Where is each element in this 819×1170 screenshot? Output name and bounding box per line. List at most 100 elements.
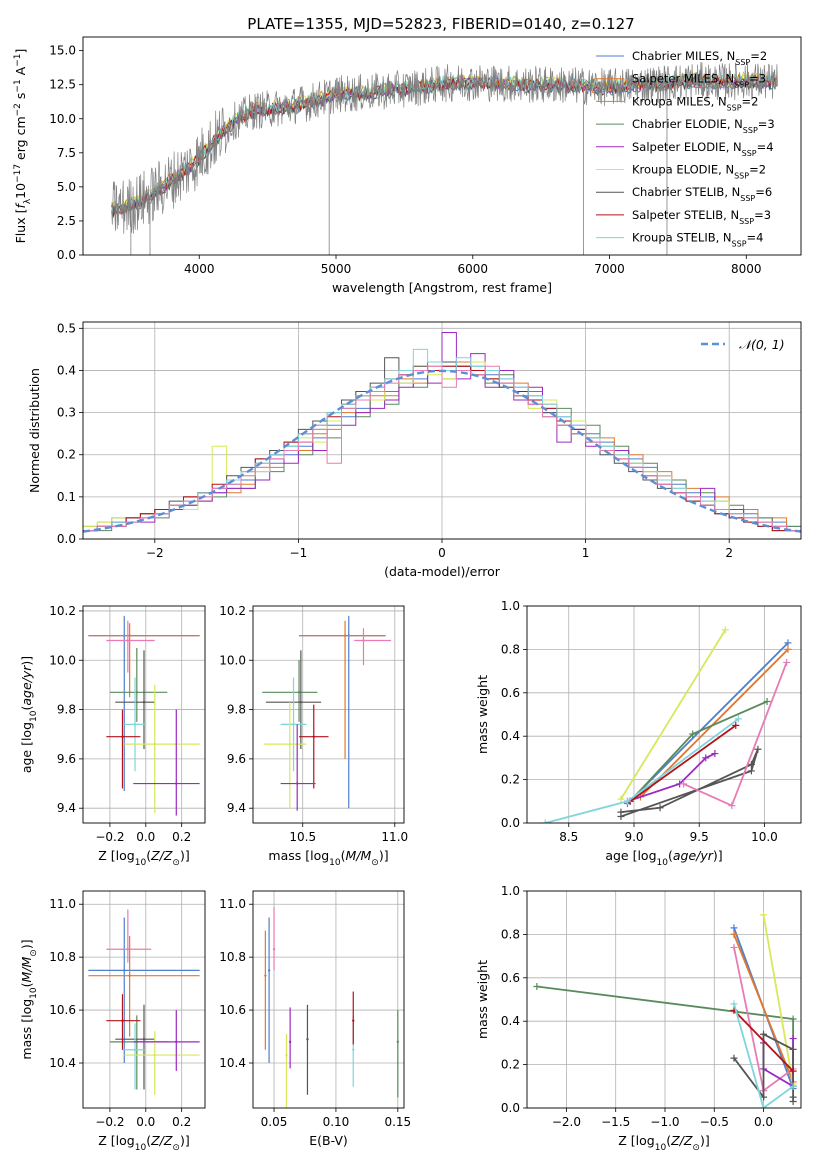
plot-area — [88, 615, 200, 816]
y-axis-label: mass weight — [475, 675, 490, 754]
data-point — [396, 1040, 400, 1044]
y-tick-label: 0.2 — [501, 773, 520, 787]
y-tick-label: 0.3 — [57, 406, 76, 420]
weight-line — [733, 934, 794, 1083]
data-point — [299, 700, 303, 704]
legend-label: Kroupa MILES, NSSP=2 — [632, 94, 758, 112]
plot-area — [83, 332, 801, 539]
x-axis-label: mass [log10(M/M⊙)] — [268, 848, 388, 868]
data-point — [133, 1048, 137, 1051]
x-tick-label: 9.0 — [624, 830, 643, 844]
x-tick-label: 0.0 — [136, 830, 155, 844]
x-tick-label: 7000 — [594, 262, 625, 276]
y-tick-label: 9.8 — [227, 703, 246, 717]
y-tick-label: 0.0 — [57, 248, 76, 262]
x-axis-label: Z [log10(Z/Z⊙)] — [618, 1133, 709, 1153]
y-tick-label: 9.4 — [57, 801, 76, 815]
legend-label: Salpeter ELODIE, NSSP=4 — [632, 140, 774, 158]
plot-area — [264, 906, 400, 1108]
data-point — [264, 974, 267, 977]
legend-label: Salpeter MILES, NSSP=3 — [632, 72, 766, 90]
x-tick-label: 9.5 — [690, 830, 709, 844]
data-point — [126, 639, 130, 642]
axes-frame — [82, 36, 802, 256]
x-tick-label: 0.0 — [136, 1115, 155, 1129]
axes-frame — [82, 890, 206, 1109]
figure-title: PLATE=1355, MJD=52823, FIBERID=0140, z=0… — [247, 15, 634, 33]
y-axis-label: Flux [fλ10−17 erg cm−2 s−1 A−1] — [13, 49, 33, 244]
axes-frame — [252, 890, 405, 1109]
y-tick-label: 0.5 — [57, 321, 76, 335]
axes-frame — [82, 605, 206, 824]
axes-frame — [252, 605, 405, 824]
y-axis-label: Normed distribution — [27, 368, 42, 493]
y-tick-label: 10.2 — [49, 604, 76, 618]
weight-marker — [730, 1000, 738, 1008]
weight-marker — [617, 812, 625, 820]
x-tick-label: −2.0 — [552, 1115, 581, 1129]
weight-marker — [789, 1082, 797, 1090]
data-point — [295, 782, 299, 785]
x-tick-label: 1 — [582, 546, 590, 560]
y-tick-label: 10.8 — [49, 950, 76, 964]
y-axis-label: mass weight — [475, 960, 490, 1039]
data-point — [153, 1053, 156, 1057]
data-point — [292, 723, 295, 726]
y-tick-label: 11.0 — [219, 897, 246, 911]
data-point — [362, 639, 365, 642]
weight-marker — [656, 804, 664, 812]
y-tick-label: 10.2 — [219, 604, 246, 618]
data-point — [312, 735, 315, 738]
weight-marker — [760, 911, 768, 919]
weight-marker — [754, 745, 762, 753]
weight-marker — [623, 797, 631, 805]
y-tick-label: 9.8 — [57, 703, 76, 717]
weight-marker — [734, 715, 742, 723]
y-tick-label: 0.6 — [501, 686, 520, 700]
plot-area — [533, 911, 797, 1108]
x-tick-label: −0.5 — [700, 1115, 729, 1129]
weight-line — [620, 748, 759, 818]
plot-area — [88, 909, 200, 1095]
y-tick-label: 0.8 — [501, 642, 520, 656]
panel-mass-vs-ebv: 0.05 0.10 0.15 10.4 10.6 10.8 11.0 E(B-V) — [219, 890, 411, 1148]
x-tick-label: 0.2 — [172, 830, 191, 844]
observed-spectrum-line — [111, 62, 778, 234]
x-tick-label: 8.5 — [559, 830, 578, 844]
y-tick-label: 10.6 — [49, 1003, 76, 1017]
y-tick-label: 0.6 — [501, 971, 520, 985]
x-tick-label: 0.2 — [172, 1115, 191, 1129]
weight-marker — [784, 639, 792, 647]
data-point — [306, 1037, 309, 1041]
weight-line — [733, 1003, 794, 1108]
weight-marker — [728, 802, 736, 810]
weight-marker — [789, 1045, 797, 1053]
data-point — [288, 742, 292, 746]
axes-frame — [526, 890, 802, 1109]
data-point — [121, 735, 124, 738]
x-tick-label: 0.05 — [261, 1115, 288, 1129]
weight-marker — [730, 930, 738, 938]
weight-marker — [721, 626, 729, 634]
y-tick-label: 1.0 — [501, 599, 520, 613]
x-tick-label: 10.5 — [289, 830, 316, 844]
weight-marker — [783, 658, 791, 666]
weight-marker — [789, 1097, 797, 1105]
plot-area — [111, 62, 778, 255]
legend-label: Salpeter STELIB, NSSP=3 — [632, 208, 771, 226]
weight-marker — [760, 1030, 768, 1038]
y-tick-label: 0.2 — [57, 448, 76, 462]
weight-marker — [689, 730, 697, 738]
y-tick-label: 10.4 — [49, 1056, 76, 1070]
y-tick-label: 12.5 — [49, 78, 76, 92]
x-tick-label: 6000 — [457, 262, 488, 276]
data-point — [175, 1040, 178, 1044]
weight-marker — [730, 1054, 738, 1062]
axes-frame — [526, 605, 802, 824]
axes-frame — [82, 321, 802, 540]
panel-mass-vs-Z: −0.2 0.0 0.2 10.4 10.6 10.8 11.0 Z [log10(Z/Z⊙)… — [19, 890, 206, 1153]
y-tick-label: 0.1 — [57, 490, 76, 504]
weight-line — [545, 718, 739, 823]
weight-marker — [763, 697, 771, 705]
y-tick-label: 7.5 — [57, 146, 76, 160]
